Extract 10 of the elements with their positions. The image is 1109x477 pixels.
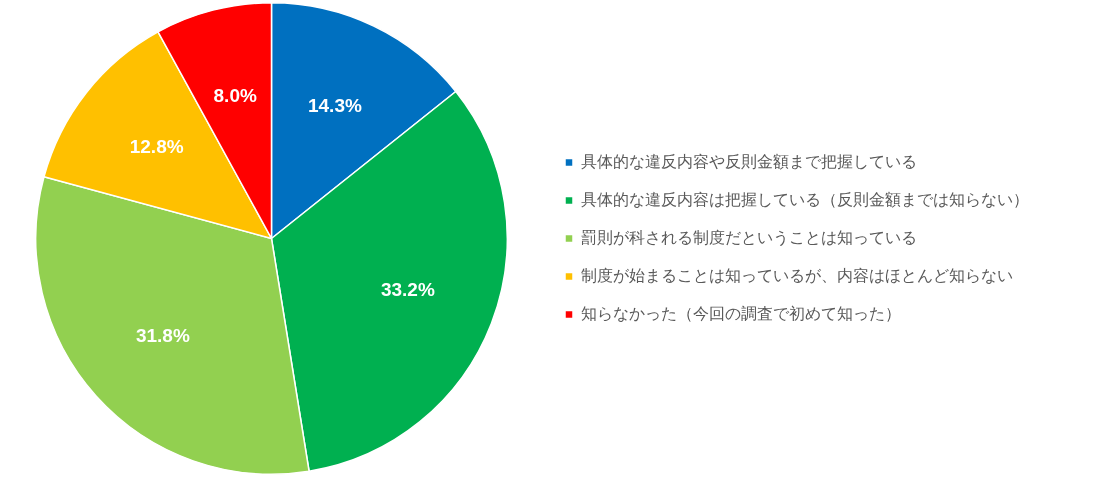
data-label: 31.8% xyxy=(135,324,190,346)
data-label: 8.0% xyxy=(213,85,257,107)
legend-label: 知らなかった（今回の調査で初めて知った） xyxy=(581,303,901,323)
data-label: 33.2% xyxy=(380,279,435,301)
legend-label: 具体的な違反内容や反則金額まで把握している xyxy=(581,151,917,171)
legend-label: 罰則が科される制度だということは知っている xyxy=(581,227,917,247)
legend-label: 制度が始まることは知っているが、内容はほとんど知らない xyxy=(581,265,1013,285)
legend-label: 具体的な違反内容は把握している（反則金額までは知らない） xyxy=(581,189,1029,209)
data-label: 14.3% xyxy=(307,95,362,117)
data-label: 12.8% xyxy=(129,136,184,158)
